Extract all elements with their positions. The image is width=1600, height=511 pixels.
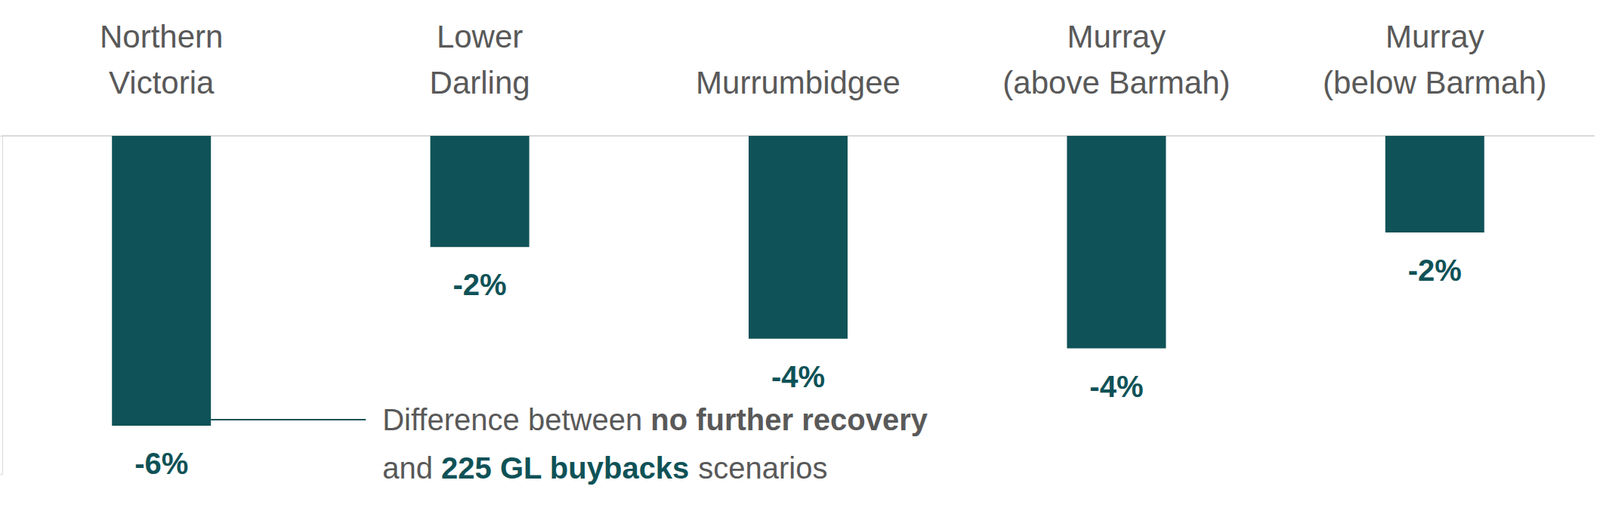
svg-text:-4%: -4% bbox=[1089, 370, 1143, 404]
svg-text:Northern: Northern bbox=[99, 18, 223, 55]
svg-text:-2%: -2% bbox=[1408, 253, 1462, 288]
svg-text:-6%: -6% bbox=[134, 447, 189, 481]
svg-text:no further recovery: no further recovery bbox=[650, 403, 929, 437]
svg-text:(above Barmah): (above Barmah) bbox=[1002, 64, 1230, 101]
svg-text:and: and bbox=[382, 451, 442, 485]
svg-text:Difference between: Difference between bbox=[382, 403, 651, 437]
svg-text:Murray: Murray bbox=[1067, 18, 1167, 55]
svg-text:scenarios: scenarios bbox=[689, 451, 828, 485]
svg-text:-2%: -2% bbox=[453, 268, 507, 302]
svg-text:-4%: -4% bbox=[771, 360, 825, 394]
svg-text:Murray: Murray bbox=[1385, 18, 1485, 55]
svg-text:(below Barmah): (below Barmah) bbox=[1322, 64, 1547, 101]
svg-text:Lower: Lower bbox=[436, 18, 523, 55]
svg-text:Darling: Darling bbox=[429, 64, 531, 101]
svg-text:225 GL buybacks: 225 GL buybacks bbox=[441, 451, 689, 485]
svg-text:Victoria: Victoria bbox=[108, 64, 215, 101]
svg-text:Murrumbidgee: Murrumbidgee bbox=[695, 64, 901, 101]
